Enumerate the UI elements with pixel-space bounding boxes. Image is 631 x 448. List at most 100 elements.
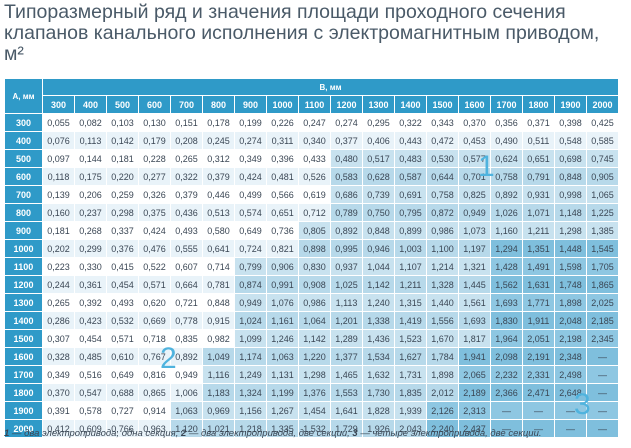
table-cell: 1,731 bbox=[394, 365, 427, 384]
table-cell: 0,208 bbox=[170, 131, 203, 150]
table-cell: 0,937 bbox=[330, 257, 363, 276]
table-cell: 0,739 bbox=[362, 185, 395, 204]
table-cell: 0,651 bbox=[266, 203, 299, 222]
table-cell: 2,185 bbox=[586, 311, 619, 330]
table-cell: 1,351 bbox=[522, 239, 555, 258]
table-cell: 1,249 bbox=[234, 365, 267, 384]
row-header-a: 1600 bbox=[4, 347, 43, 366]
table-cell: 0,307 bbox=[42, 329, 75, 348]
table-row: 300 0,055 0,082 0,103 0,130 0,151 0,178 0,199 0,… bbox=[4, 113, 619, 132]
table-cell: 0,425 bbox=[586, 113, 619, 132]
column-header-b: 800 bbox=[202, 95, 235, 114]
table-row: 600 0,118 0,175 0,220 0,277 0,322 0,379 0,424 0,… bbox=[4, 167, 619, 186]
table-cell: 1,335 bbox=[266, 419, 299, 438]
legend-zone-1-text: — два электропривода, одна секция, bbox=[9, 428, 181, 439]
table-row: 800 0,160 0,237 0,298 0,375 0,436 0,513 0,574 0,… bbox=[4, 203, 619, 222]
table-cell: — bbox=[586, 419, 619, 438]
table-cell: 0,286 bbox=[42, 311, 75, 330]
table-cell: 0,998 bbox=[554, 185, 587, 204]
table-cell: 0,607 bbox=[170, 257, 203, 276]
table-row: 1100 0,223 0,330 0,415 0,522 0,607 0,714 0,799 0… bbox=[4, 257, 619, 276]
table-cell: 1,021 bbox=[202, 419, 235, 438]
table-cell: 0,097 bbox=[42, 149, 75, 168]
table-cell: 1,003 bbox=[394, 239, 427, 258]
table-cell: 0,206 bbox=[74, 185, 107, 204]
table-cell: 0,848 bbox=[554, 167, 587, 186]
table-cell: 2,065 bbox=[458, 365, 491, 384]
table-cell: 1,523 bbox=[394, 329, 427, 348]
table-cell: 1,748 bbox=[554, 275, 587, 294]
table-cell: 1,298 bbox=[298, 365, 331, 384]
table-cell: 0,664 bbox=[170, 275, 203, 294]
table-cell: 0,299 bbox=[74, 239, 107, 258]
column-header-b: 1800 bbox=[522, 95, 555, 114]
table-cell: 2,345 bbox=[586, 329, 619, 348]
table-cell: 0,982 bbox=[202, 329, 235, 348]
table-cell: 0,530 bbox=[426, 149, 459, 168]
row-header-a: 1700 bbox=[4, 365, 43, 384]
table-cell: 0,698 bbox=[554, 149, 587, 168]
table-cell: 1,632 bbox=[362, 365, 395, 384]
table-cell: 0,517 bbox=[362, 149, 395, 168]
table-cell: 1,562 bbox=[490, 275, 523, 294]
table-cell: 0,424 bbox=[138, 221, 171, 240]
table-cell: 0,691 bbox=[394, 185, 427, 204]
row-header-a: 1900 bbox=[4, 401, 43, 420]
table-cell: 0,571 bbox=[106, 329, 139, 348]
valve-area-table: A, мм B, мм 300 400 500 600 700 800 900 1000 110… bbox=[4, 78, 619, 438]
table-cell: 0,548 bbox=[554, 131, 587, 150]
table-cell: 0,113 bbox=[74, 131, 107, 150]
legend-zone-1-number: 1 bbox=[4, 428, 10, 439]
table-cell: 0,268 bbox=[74, 221, 107, 240]
table-cell: 0,585 bbox=[586, 131, 619, 150]
table-cell: 1,835 bbox=[394, 383, 427, 402]
table-cell: 0,547 bbox=[74, 383, 107, 402]
table-cell: 2,198 bbox=[554, 329, 587, 348]
table-cell: 1,941 bbox=[458, 347, 491, 366]
table-row: 1600 0,328 0,485 0,610 0,767 0,892 1,049 1,174 1… bbox=[4, 347, 619, 366]
table-cell: 2,348 bbox=[554, 347, 587, 366]
table-cell: — bbox=[554, 419, 587, 438]
table-cell: 0,311 bbox=[266, 131, 299, 150]
table-cell: 0,532 bbox=[106, 311, 139, 330]
table-cell: 1,338 bbox=[362, 311, 395, 330]
table-cell: 0,483 bbox=[394, 149, 427, 168]
table-cell: 1,556 bbox=[426, 311, 459, 330]
column-header-b: 1300 bbox=[362, 95, 395, 114]
table-cell: 0,298 bbox=[106, 203, 139, 222]
table-cell: 1,214 bbox=[426, 257, 459, 276]
table-cell: 0,392 bbox=[74, 293, 107, 312]
table-cell: 0,949 bbox=[458, 203, 491, 222]
table-cell: 1,598 bbox=[554, 257, 587, 276]
table-cell: 0,237 bbox=[74, 203, 107, 222]
table-cell: 0,328 bbox=[42, 347, 75, 366]
table-cell: 0,651 bbox=[522, 149, 555, 168]
table-cell: 1,627 bbox=[394, 347, 427, 366]
table-cell: 0,295 bbox=[362, 113, 395, 132]
table-cell: 0,481 bbox=[266, 167, 299, 186]
table-cell: 0,619 bbox=[298, 185, 331, 204]
table-cell: 0,228 bbox=[138, 149, 171, 168]
table-cell: 0,669 bbox=[138, 311, 171, 330]
table-cell: 0,714 bbox=[202, 257, 235, 276]
table-cell: 0,415 bbox=[106, 257, 139, 276]
table-cell: 0,493 bbox=[170, 221, 203, 240]
table-cell: 0,343 bbox=[426, 113, 459, 132]
row-header-a: 1300 bbox=[4, 293, 43, 312]
table-cell: 0,356 bbox=[490, 113, 523, 132]
table-cell: 0,322 bbox=[394, 113, 427, 132]
table-cell: 0,721 bbox=[170, 293, 203, 312]
table-cell: 0,791 bbox=[522, 167, 555, 186]
table-cell: 0,472 bbox=[426, 131, 459, 150]
table-cell: 0,986 bbox=[298, 293, 331, 312]
table-cell: 0,745 bbox=[586, 149, 619, 168]
zone-label-2: 2 bbox=[160, 342, 177, 375]
table-cell: 0,758 bbox=[426, 185, 459, 204]
table-cell: 2,648 bbox=[554, 383, 587, 402]
table-cell: — bbox=[522, 419, 555, 438]
table-cell: 2,048 bbox=[554, 311, 587, 330]
table-cell: 0,898 bbox=[298, 239, 331, 258]
table-cell: 0,986 bbox=[426, 221, 459, 240]
table-cell: 1,107 bbox=[394, 257, 427, 276]
zone-label-3: 3 bbox=[574, 388, 591, 421]
